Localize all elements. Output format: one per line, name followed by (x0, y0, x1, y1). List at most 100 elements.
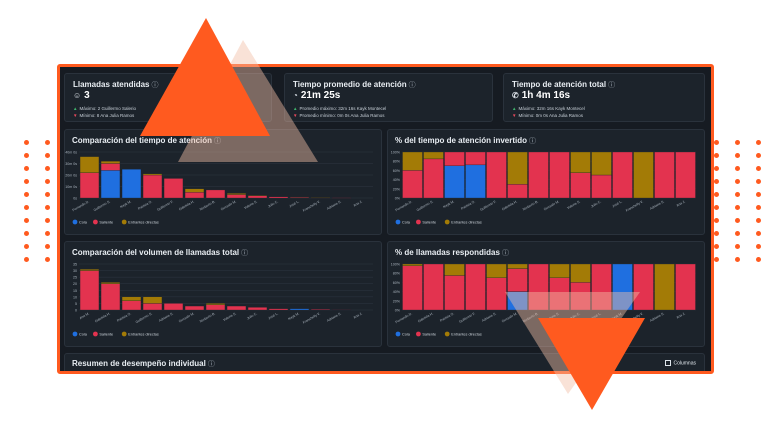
x-tick-label: Franchelly V. (302, 199, 321, 212)
dot (45, 244, 50, 249)
bar-segment (654, 263, 675, 311)
dot (735, 218, 740, 223)
x-tick-label: Guillermo S. (416, 199, 434, 212)
dot (756, 140, 761, 145)
bar-segment (79, 270, 100, 311)
info-icon[interactable]: ⓘ (241, 250, 249, 257)
x-tick-label: Patricia O. (116, 311, 132, 322)
y-tick-label: 0s (73, 197, 77, 201)
bar-segment (633, 151, 654, 199)
legend-label: Cola (402, 332, 411, 336)
x-tick-label: Julio C. (246, 311, 258, 320)
dot (714, 218, 719, 223)
bar-segment (570, 172, 591, 199)
y-tick-label: 25 (73, 276, 77, 280)
y-tick-label: 30 (73, 269, 77, 273)
bar-segment (184, 192, 205, 199)
y-tick-label: 40% (393, 178, 401, 182)
legend-swatch (93, 331, 98, 337)
info-icon[interactable]: ⓘ (529, 138, 537, 145)
bar-segment (142, 173, 163, 176)
x-tick-label: Gonzalo M. (501, 311, 518, 323)
panel-title: Resumen de desempeño individual ⓘ (72, 359, 215, 368)
dot (24, 179, 29, 184)
x-tick-label: Ana J. (353, 199, 363, 207)
x-tick-label: Adriana S. (481, 311, 497, 322)
bar-segment (184, 305, 205, 311)
bar-segment (289, 308, 310, 311)
dot (714, 192, 719, 197)
x-tick-label: Adriana S. (649, 199, 665, 210)
dot (756, 218, 761, 223)
bar-segment (654, 151, 675, 199)
bar-segment (100, 170, 121, 199)
bar-segment (100, 161, 121, 164)
stat-title: Llamadas atendidas ⓘ (73, 80, 159, 89)
dot (735, 179, 740, 184)
x-tick-label: Patricia O. (439, 311, 455, 322)
stat-title: Tiempo promedio de atención ⓘ (293, 80, 416, 89)
panel-title: Comparación del volumen de llamadas tota… (72, 248, 249, 257)
legend-swatch (444, 219, 450, 225)
info-icon[interactable]: ⓘ (501, 250, 509, 257)
stat-card-avg-time: Tiempo promedio de atención ⓘ ◔ 21m 25s ▲ P… (284, 73, 493, 122)
bar-segment (205, 189, 226, 199)
y-tick-label: 0 (75, 309, 77, 313)
info-icon[interactable]: ⓘ (151, 82, 159, 89)
x-tick-label: Patricia O. (137, 199, 153, 210)
bar-segment (423, 263, 444, 311)
bar-segment (570, 263, 591, 283)
dot (756, 166, 761, 171)
bar-segment (100, 163, 121, 171)
y-tick-label: 20m 0s (65, 174, 77, 178)
bar-segment (402, 263, 423, 266)
dot (45, 153, 50, 158)
dot (45, 140, 50, 145)
dot (714, 205, 719, 210)
info-icon[interactable]: ⓘ (608, 82, 616, 89)
x-tick-label: Valeria S. (566, 199, 581, 210)
bar-segment (205, 304, 226, 311)
panel-title: % del tiempo de atención invertido ⓘ (395, 136, 537, 145)
stat-max: ▲ Máximo: 32m 16s Kayk Montecel (512, 106, 585, 111)
x-tick-label: Adriana S. (649, 311, 665, 322)
columns-button[interactable]: Columnas (665, 360, 696, 366)
bar-segment (591, 174, 612, 199)
dot (24, 218, 29, 223)
legend-label: Saliente (422, 332, 436, 336)
info-icon[interactable]: ⓘ (408, 82, 416, 89)
dot (45, 166, 50, 171)
phone-icon: ✆ (512, 91, 519, 100)
x-tick-label: Ana M. (79, 311, 90, 320)
bar-segment (163, 303, 184, 311)
bar-segment (486, 263, 507, 278)
y-tick-label: 40% (393, 290, 401, 294)
bar-segment (486, 151, 507, 199)
y-tick-label: 100% (391, 263, 401, 267)
info-icon[interactable]: ⓘ (214, 138, 222, 145)
legend-swatch (395, 219, 401, 225)
dot (24, 257, 29, 262)
x-tick-label: Julio C. (267, 199, 279, 208)
y-tick-label: 40m 0s (65, 151, 77, 155)
bar-segment (79, 156, 100, 173)
bar-segment (402, 151, 423, 171)
dot (45, 257, 50, 262)
stat-max: ▲ Promedio máximo: 32m 16s Kayk Montecel (293, 106, 387, 111)
dot-grid-right (714, 140, 764, 262)
legend-label: Cola (402, 220, 411, 224)
info-icon[interactable]: ⓘ (207, 361, 215, 368)
x-tick-label: Gonzalo M. (220, 199, 237, 211)
x-tick-label: Gabriela H. (417, 311, 434, 323)
bar-segment (268, 308, 289, 311)
dot (24, 140, 29, 145)
bar-segment (205, 303, 226, 305)
dot (24, 153, 29, 158)
dot (735, 166, 740, 171)
bar-segment (633, 263, 654, 311)
x-tick-label: Franchelly V. (625, 199, 644, 212)
dot (756, 153, 761, 158)
legend-label: Saliente (99, 332, 113, 336)
bar-segment (184, 188, 205, 193)
x-tick-label: Valeria S. (222, 311, 237, 322)
